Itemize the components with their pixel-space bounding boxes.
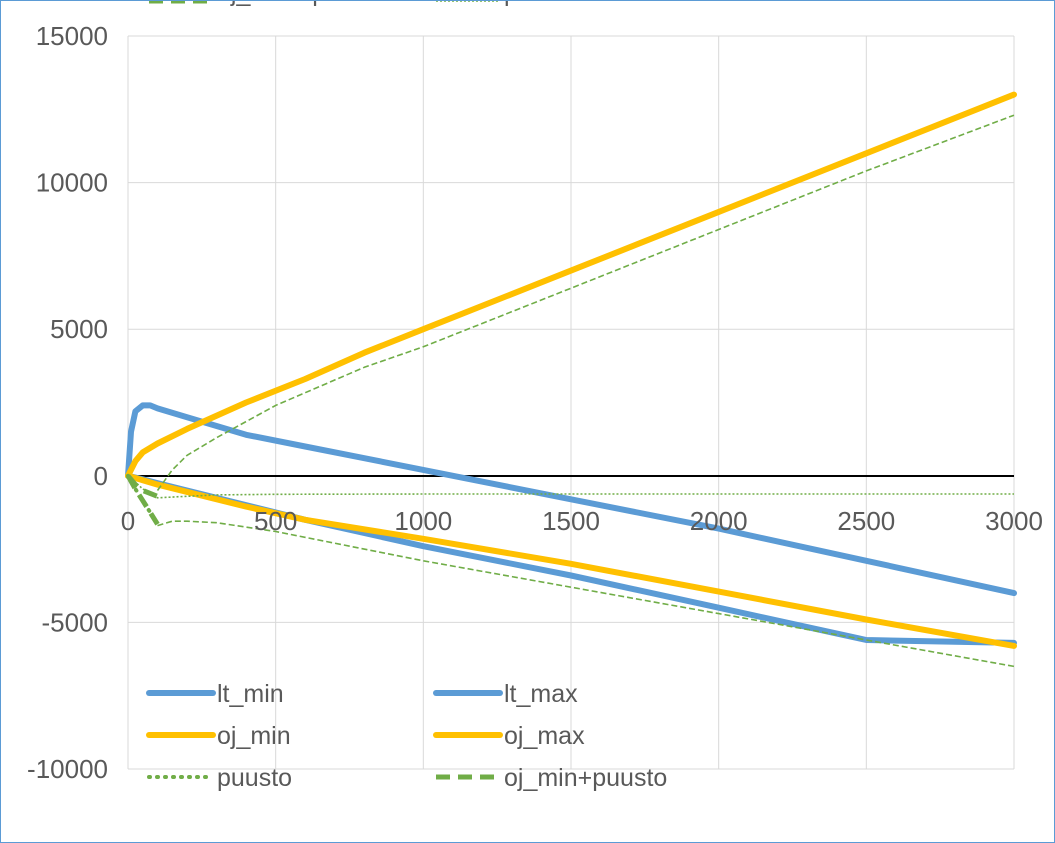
series-line-8 (157, 520, 1015, 668)
series-line-1 (125, 402, 1017, 597)
legend-label-0: lt_min (217, 680, 284, 708)
legend-label-5: oj_min+puusto (504, 764, 667, 792)
series-line-7 (127, 475, 1014, 499)
legend-label-2: oj_min (217, 722, 291, 750)
series-line-2 (125, 472, 1017, 649)
x-tick-label-4: 2000 (690, 506, 748, 536)
y-tick-label-4: 10000 (36, 168, 108, 198)
x-tick-label-6: 3000 (985, 506, 1043, 536)
series-layer (125, 91, 1017, 668)
x-tick-label-1: 500 (254, 506, 297, 536)
series-line-9 (156, 114, 1015, 491)
legend-label-7: puusto (504, 1, 579, 7)
series-line-3 (125, 91, 1017, 479)
x-tick-label-3: 1500 (542, 506, 600, 536)
tick-labels: -10000 -5000 0 5000 10000 15000 0 500 1000 1500 20… (27, 21, 1043, 784)
legend-label-3: oj_max (504, 722, 585, 750)
y-tick-label-5: 15000 (36, 21, 108, 51)
y-tick-label-2: 0 (94, 461, 108, 491)
legend-label-4: puusto (217, 764, 292, 792)
y-tick-label-1: -5000 (42, 607, 109, 637)
x-tick-label-0: 0 (121, 506, 135, 536)
legend-label-1: lt_max (504, 680, 578, 708)
y-tick-label-0: -10000 (27, 754, 108, 784)
x-tick-label-5: 2500 (837, 506, 895, 536)
x-tick-label-2: 1000 (394, 506, 452, 536)
legend-label-6: oj_max+puusto (217, 1, 387, 7)
y-tick-label-3: 5000 (50, 314, 108, 344)
